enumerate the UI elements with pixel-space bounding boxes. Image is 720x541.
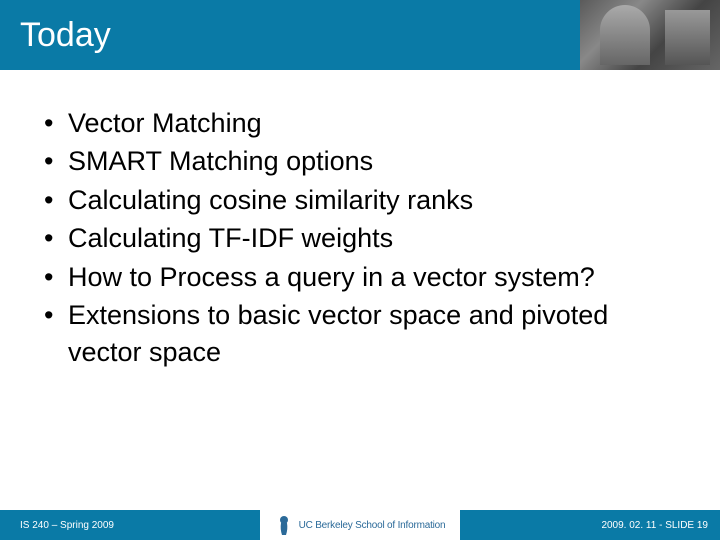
bullet-list: Vector Matching SMART Matching options C… <box>40 105 680 370</box>
footer-logo-area: UC Berkeley School of Information <box>260 510 460 540</box>
list-item: Calculating TF-IDF weights <box>40 220 680 256</box>
slide-content: Vector Matching SMART Matching options C… <box>0 70 720 370</box>
list-item: Extensions to basic vector space and piv… <box>40 297 680 370</box>
list-item: SMART Matching options <box>40 143 680 179</box>
list-item: How to Process a query in a vector syste… <box>40 259 680 295</box>
course-label: IS 240 – Spring 2009 <box>20 520 114 531</box>
slide-title: Today <box>20 16 111 55</box>
footer-right: 2009. 02. 11 - SLIDE 19 <box>460 510 720 540</box>
list-item: Calculating cosine similarity ranks <box>40 182 680 218</box>
footer-left: IS 240 – Spring 2009 <box>0 510 260 540</box>
footer-org-label: UC Berkeley School of Information <box>299 520 446 531</box>
berkeley-logo-icon <box>275 514 293 536</box>
slide-number-label: 2009. 02. 11 - SLIDE 19 <box>601 520 708 531</box>
slide-header: Today <box>0 0 720 70</box>
header-decorative-image <box>580 0 720 70</box>
header-title-bar: Today <box>0 0 580 70</box>
list-item: Vector Matching <box>40 105 680 141</box>
slide-footer: IS 240 – Spring 2009 UC Berkeley School … <box>0 510 720 540</box>
